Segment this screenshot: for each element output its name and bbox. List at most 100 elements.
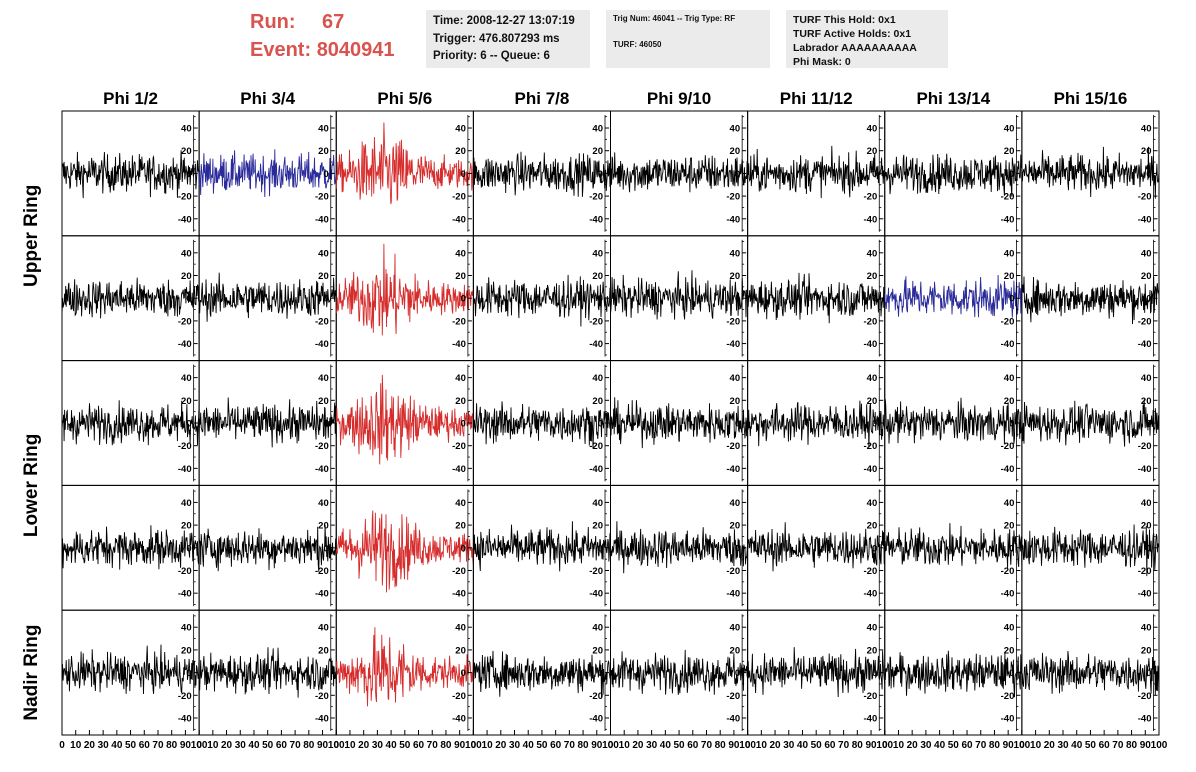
- x-tick-label: 70: [1112, 740, 1124, 751]
- y-tick-label: 20: [867, 645, 878, 656]
- waveform-line: [884, 523, 1023, 569]
- y-tick-label: 0: [186, 419, 191, 430]
- waveform-line: [472, 274, 611, 327]
- y-tick-label: 20: [592, 396, 603, 407]
- y-tick-label: 40: [1004, 373, 1015, 384]
- y-tick-label: 0: [1009, 543, 1014, 554]
- y-tick-label: 0: [872, 419, 877, 430]
- x-tick-label: 60: [687, 740, 699, 751]
- waveform-line: [1021, 650, 1160, 698]
- y-tick-label: -40: [864, 589, 878, 600]
- y-tick-label: 40: [592, 373, 603, 384]
- y-tick-label: -20: [589, 566, 603, 577]
- x-tick-label: 60: [139, 740, 151, 751]
- waveform-panel: -40 -20 0 20 40: [1021, 110, 1160, 237]
- y-tick-label: 20: [318, 521, 329, 532]
- x-tick-label: 90: [454, 740, 466, 751]
- event-value: 8040941: [316, 39, 395, 61]
- waveform-line: [610, 152, 749, 193]
- x-tick-label: 100: [465, 740, 482, 751]
- waveform-line: [335, 627, 474, 707]
- waveform-line: [747, 647, 886, 698]
- y-tick-label: 40: [1141, 373, 1152, 384]
- x-tick-label: 50: [948, 740, 960, 751]
- x-tick-label: 60: [550, 740, 562, 751]
- y-tick-label: -20: [864, 566, 878, 577]
- y-tick-label: 0: [735, 169, 740, 180]
- x-tick-label: 70: [975, 740, 987, 751]
- x-tick-label: 90: [1140, 740, 1152, 751]
- y-tick-label: -40: [864, 464, 878, 475]
- x-tick-label: 0: [608, 740, 614, 751]
- y-tick-label: 20: [1004, 645, 1015, 656]
- y-tick-label: -40: [315, 589, 329, 600]
- y-tick-label: 0: [1009, 294, 1014, 305]
- y-tick-label: -20: [589, 441, 603, 452]
- y-tick-label: -40: [1001, 464, 1015, 475]
- waveform-panel: -40 -20 0 20 40: [335, 360, 474, 486]
- waveform-panel: -40 -20 0 20 40: [747, 235, 886, 362]
- waveform-line: [198, 272, 337, 322]
- y-tick-label: 40: [730, 124, 741, 135]
- y-tick-label: -40: [1138, 214, 1152, 225]
- waveform-panel: -40 -20 0 20 40: [472, 110, 611, 237]
- x-tick-label: 10: [1030, 740, 1042, 751]
- x-tick-label: 60: [413, 740, 425, 751]
- x-tick-label: 10: [756, 740, 768, 751]
- y-tick-label: 20: [730, 271, 741, 282]
- x-tick-label: 80: [303, 740, 315, 751]
- y-tick-label: 0: [186, 543, 191, 554]
- waveform-panel: -40 -20 0 20 40: [61, 484, 200, 611]
- y-tick-label: -40: [726, 464, 740, 475]
- y-tick-label: 0: [735, 294, 740, 305]
- x-tick-label: 30: [1057, 740, 1069, 751]
- x-tick-label: 100: [739, 740, 756, 751]
- y-tick-label: 40: [1141, 124, 1152, 135]
- time-text: Time: 2008-12-27 13:07:19: [433, 15, 575, 27]
- y-tick-label: 40: [181, 498, 192, 509]
- column-title: Phi 1/2: [103, 89, 158, 108]
- x-tick-label: 50: [262, 740, 274, 751]
- y-tick-label: 20: [318, 146, 329, 157]
- row-label: Upper Ring: [21, 185, 42, 287]
- y-tick-label: 0: [1146, 169, 1151, 180]
- y-tick-label: 0: [1146, 543, 1151, 554]
- y-tick-label: -40: [1001, 214, 1015, 225]
- waveform-line: [335, 122, 474, 205]
- y-tick-label: -20: [178, 316, 192, 327]
- y-tick-label: -40: [1001, 589, 1015, 600]
- x-tick-label: 80: [440, 740, 452, 751]
- y-tick-label: 0: [1146, 668, 1151, 679]
- y-tick-label: -20: [178, 566, 192, 577]
- waveform-line: [472, 521, 611, 572]
- waveform-line: [472, 650, 611, 699]
- y-tick-label: -40: [452, 214, 466, 225]
- x-tick-label: 30: [920, 740, 932, 751]
- y-tick-label: 40: [455, 248, 466, 259]
- y-tick-label: 40: [181, 124, 192, 135]
- y-tick-label: -40: [726, 713, 740, 724]
- y-tick-label: 0: [735, 543, 740, 554]
- x-tick-label: 40: [660, 740, 672, 751]
- x-tick-label: 60: [276, 740, 288, 751]
- y-tick-label: 40: [730, 623, 741, 634]
- y-tick-label: 40: [455, 498, 466, 509]
- y-tick-label: 40: [181, 248, 192, 259]
- column-title: Phi 9/10: [647, 89, 711, 108]
- y-tick-label: -20: [864, 192, 878, 203]
- y-tick-label: 0: [598, 419, 603, 430]
- y-tick-label: -20: [452, 316, 466, 327]
- y-tick-label: 20: [1141, 645, 1152, 656]
- x-tick-label: 0: [1019, 740, 1025, 751]
- y-tick-label: -20: [726, 566, 740, 577]
- waveform-line: [1021, 146, 1160, 199]
- y-tick-label: -20: [589, 691, 603, 702]
- x-tick-label: 10: [70, 740, 82, 751]
- y-tick-label: 20: [867, 521, 878, 532]
- x-tick-label: 50: [1085, 740, 1097, 751]
- y-tick-label: 40: [1004, 498, 1015, 509]
- waveform-panel: -40 -20 0 20 40: [610, 110, 749, 237]
- y-tick-label: -20: [726, 192, 740, 203]
- x-tick-label: 40: [523, 740, 535, 751]
- y-tick-label: 20: [730, 645, 741, 656]
